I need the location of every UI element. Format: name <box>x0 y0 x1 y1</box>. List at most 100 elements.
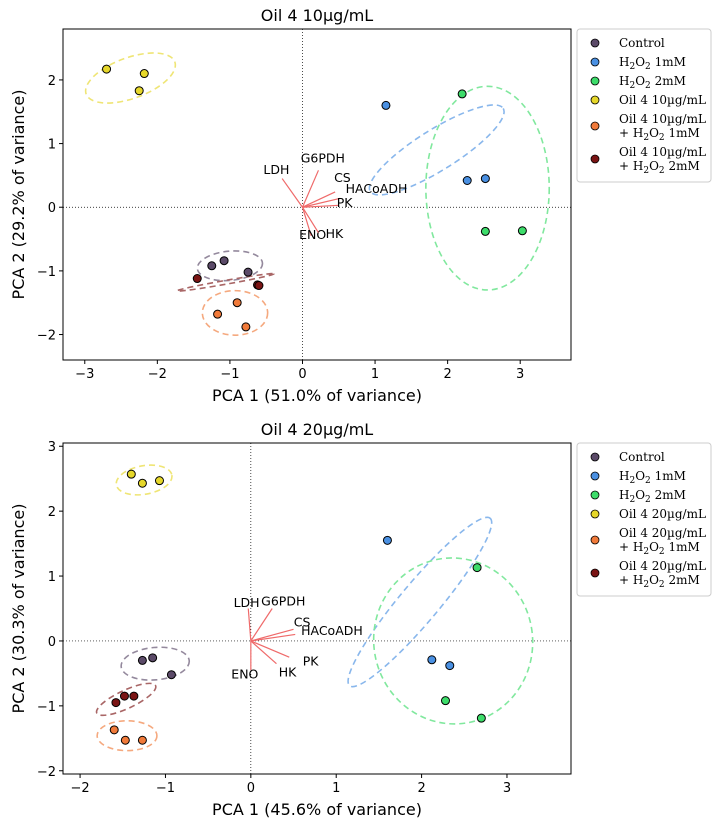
data-point-series-4 <box>154 476 164 486</box>
loading-vector-ldh <box>281 178 303 208</box>
data-point-series-4 <box>137 478 147 488</box>
data-point-series-4 <box>139 69 149 79</box>
legend-label-5-line-1: + H2​O2​ 1mM <box>619 126 700 143</box>
legend-label-6-line-1: + H2​O2​ 2mM <box>619 159 700 176</box>
legend-label-4: Oil 4 20µg/mL <box>619 507 706 521</box>
confidence-ellipse-5 <box>96 719 158 752</box>
loading-vector-ldh <box>247 608 252 641</box>
data-point-series-1 <box>219 256 229 266</box>
loading-vector-cs <box>250 628 294 642</box>
x-tick-label: −3 <box>75 367 94 382</box>
legend-marker-2 <box>590 471 600 481</box>
data-point-series-3 <box>480 226 490 236</box>
loading-vector-g6pdh <box>250 608 273 642</box>
loading-label-eno: ENO <box>231 667 258 682</box>
y-axis-label: PCA 2 (29.2% of variance) <box>9 90 28 300</box>
data-point-series-1 <box>243 267 253 277</box>
legend-label-1: Control <box>619 36 665 50</box>
loading-vector-hk <box>301 206 319 234</box>
data-point-series-3 <box>472 563 482 573</box>
confidence-ellipse-1 <box>196 250 264 282</box>
y-tick-label: 3 <box>48 440 56 455</box>
legend-label-2: H2​O2​ 1mM <box>619 55 686 72</box>
legend-label-4: Oil 4 10µg/mL <box>619 93 706 107</box>
legend-frame <box>576 442 712 597</box>
loading-vector-pk <box>302 204 339 208</box>
data-point-series-6 <box>192 274 202 284</box>
x-tick-label: 2 <box>443 367 451 382</box>
chart-title: Oil 4 10µg/mL <box>261 6 374 25</box>
confidence-ellipse-2 <box>368 104 505 196</box>
data-point-series-2 <box>480 174 490 184</box>
loading-vector-hacoadh <box>302 197 341 208</box>
data-point-series-1 <box>166 670 176 680</box>
y-tick-label: 1 <box>48 138 56 153</box>
legend-label-6-line-0: Oil 4 10µg/mL <box>619 145 706 159</box>
loading-vector-pk <box>250 640 290 658</box>
data-point-series-5 <box>241 322 251 332</box>
y-tick-label: 2 <box>48 74 56 89</box>
legend-marker-5 <box>590 535 600 545</box>
loading-label-hacoadh: HACoADH <box>346 181 408 196</box>
loading-label-ldh: LDH <box>234 595 260 610</box>
data-point-series-2 <box>382 535 392 545</box>
plot-frame <box>62 442 572 775</box>
confidence-ellipse-3 <box>372 557 534 725</box>
y-tick-label: −1 <box>37 265 56 280</box>
data-point-series-5 <box>120 735 130 745</box>
legend: Control H2​O2​ 1mM H2​O2​ 2mM Oil 4 20µg/mL… <box>576 442 712 597</box>
loading-vector-eno <box>301 207 312 237</box>
x-tick-label: 1 <box>371 367 379 382</box>
x-axis-label: PCA 1 (45.6% of variance) <box>212 800 422 819</box>
chart-title: Oil 4 20µg/mL <box>261 420 374 439</box>
loading-vector-hacoadh <box>250 633 296 642</box>
legend-label-3: H2​O2​ 2mM <box>619 488 686 505</box>
legend-label-6-line-0: Oil 4 20µg/mL <box>619 559 706 573</box>
y-tick-label: −1 <box>37 700 56 715</box>
legend-label-2: H2​O2​ 1mM <box>619 469 686 486</box>
loading-vector-g6pdh <box>301 170 320 208</box>
loading-label-hk: HK <box>326 226 344 241</box>
y-tick-label: 0 <box>48 635 56 650</box>
legend-label-5-line-0: Oil 4 20µg/mL <box>619 526 706 540</box>
confidence-ellipse-2 <box>347 516 493 688</box>
confidence-ellipse-5 <box>201 289 269 336</box>
chart-panel-1: Oil 4 10µg/mL −3 −2 −1 0 1 2 3 −2 −1 0 1 2 PCA 1 (51.… <box>9 6 712 405</box>
data-point-series-2 <box>381 100 391 110</box>
data-point-series-2 <box>427 655 437 665</box>
loading-label-hk: HK <box>279 665 297 680</box>
legend-marker-4 <box>590 95 600 105</box>
loading-label-eno: ENO <box>299 227 326 242</box>
data-point-series-1 <box>207 261 217 271</box>
loading-vector-cs <box>302 191 336 208</box>
y-tick-label: 1 <box>48 570 56 585</box>
legend-marker-3 <box>590 76 600 86</box>
data-point-series-6 <box>111 698 121 708</box>
legend-label-1: Control <box>619 450 665 464</box>
data-point-series-3 <box>440 696 450 706</box>
legend-label-3: H2​O2​ 2mM <box>619 74 686 91</box>
legend-label-6-line-1: + H2​O2​ 2mM <box>619 573 700 590</box>
data-point-series-2 <box>462 175 472 185</box>
y-tick-label: −2 <box>37 765 56 780</box>
data-point-series-4 <box>126 469 136 479</box>
data-point-series-6 <box>129 691 139 701</box>
confidence-ellipse-4 <box>84 52 177 104</box>
confidence-ellipse-6 <box>95 682 157 717</box>
x-tick-label: 0 <box>298 367 306 382</box>
legend-marker-1 <box>590 38 600 48</box>
confidence-ellipse-1 <box>120 646 191 681</box>
loading-label-pk: PK <box>303 654 320 669</box>
data-point-series-5 <box>213 309 223 319</box>
legend-label-5-line-0: Oil 4 10µg/mL <box>619 112 706 126</box>
plot-frame <box>62 28 572 361</box>
y-tick-label: 2 <box>48 505 56 520</box>
x-tick-label: 3 <box>503 781 511 796</box>
y-axis-label: PCA 2 (30.3% of variance) <box>9 504 28 714</box>
x-tick-label: 1 <box>332 781 340 796</box>
loading-label-cs: CS <box>334 170 351 185</box>
y-tick-label: 0 <box>48 201 56 216</box>
data-point-series-6 <box>119 691 129 701</box>
legend-marker-2 <box>590 57 600 67</box>
